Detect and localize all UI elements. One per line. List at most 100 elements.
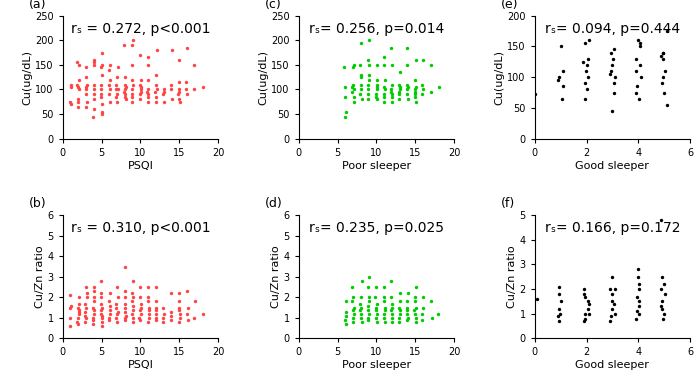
Point bbox=[112, 308, 123, 315]
Point bbox=[363, 37, 374, 43]
Point bbox=[87, 315, 98, 321]
Point bbox=[81, 74, 92, 80]
Point bbox=[96, 323, 107, 329]
Point bbox=[158, 319, 169, 325]
Point bbox=[378, 91, 390, 98]
Point bbox=[119, 81, 130, 88]
Point bbox=[80, 300, 91, 307]
Point bbox=[355, 315, 366, 321]
Point bbox=[341, 298, 352, 305]
Point bbox=[555, 43, 566, 49]
Point bbox=[393, 89, 404, 95]
Text: rₛ= 0.235, p=0.025: rₛ= 0.235, p=0.025 bbox=[309, 221, 444, 235]
Point bbox=[88, 317, 99, 323]
Point bbox=[656, 306, 667, 312]
Point bbox=[105, 77, 116, 83]
Point bbox=[120, 288, 131, 294]
Point bbox=[418, 57, 429, 63]
Point bbox=[582, 56, 593, 62]
Point bbox=[174, 290, 185, 296]
Point bbox=[411, 315, 422, 321]
Point bbox=[158, 91, 169, 98]
Point bbox=[72, 81, 83, 88]
Point bbox=[339, 114, 351, 120]
Point bbox=[341, 308, 352, 315]
Point bbox=[402, 315, 413, 321]
Point bbox=[143, 311, 154, 317]
Point bbox=[103, 315, 114, 321]
Point bbox=[372, 77, 383, 83]
Point bbox=[95, 94, 107, 100]
Point bbox=[385, 89, 397, 95]
Point bbox=[89, 311, 100, 317]
Point bbox=[385, 278, 397, 284]
Point bbox=[182, 305, 193, 311]
Point bbox=[579, 40, 590, 46]
Point bbox=[151, 298, 162, 305]
Point bbox=[73, 62, 84, 68]
Point bbox=[355, 62, 366, 68]
Point bbox=[658, 74, 669, 80]
Point bbox=[81, 99, 92, 105]
Point bbox=[143, 298, 154, 305]
Point bbox=[111, 284, 122, 290]
X-axis label: PSQI: PSQI bbox=[128, 360, 153, 370]
Point bbox=[634, 40, 645, 46]
Point bbox=[610, 286, 621, 292]
Point bbox=[660, 291, 671, 297]
Point bbox=[411, 84, 422, 90]
Point bbox=[634, 286, 645, 292]
Point bbox=[339, 317, 351, 323]
Point bbox=[363, 77, 374, 83]
Point bbox=[355, 305, 366, 311]
Text: (c): (c) bbox=[265, 0, 282, 11]
Point bbox=[174, 96, 185, 102]
Point bbox=[149, 89, 160, 95]
Point bbox=[103, 91, 114, 98]
Point bbox=[88, 114, 99, 120]
Point bbox=[95, 311, 107, 317]
Point bbox=[119, 74, 130, 80]
Point bbox=[386, 319, 397, 325]
X-axis label: PSQI: PSQI bbox=[128, 161, 153, 171]
Point bbox=[606, 274, 618, 280]
Point bbox=[89, 59, 100, 65]
X-axis label: Good sleeper: Good sleeper bbox=[576, 161, 650, 171]
Point bbox=[607, 291, 618, 297]
Point bbox=[409, 77, 420, 83]
Point bbox=[120, 313, 131, 319]
Point bbox=[348, 311, 359, 317]
Point bbox=[658, 315, 669, 322]
Point bbox=[378, 311, 390, 317]
Point bbox=[126, 77, 137, 83]
Point bbox=[372, 62, 383, 68]
Point bbox=[158, 89, 169, 95]
Point bbox=[141, 89, 153, 95]
Point bbox=[73, 300, 84, 307]
Point bbox=[165, 313, 176, 319]
Point bbox=[127, 290, 138, 296]
Point bbox=[88, 91, 99, 98]
Point bbox=[88, 321, 99, 327]
X-axis label: Good sleeper: Good sleeper bbox=[576, 360, 650, 370]
Point bbox=[340, 84, 351, 90]
Point bbox=[144, 305, 155, 311]
Point bbox=[128, 319, 139, 325]
Point bbox=[174, 311, 185, 317]
Point bbox=[362, 86, 374, 93]
Point bbox=[181, 311, 192, 317]
Point bbox=[385, 86, 397, 93]
Point bbox=[127, 42, 138, 48]
Point bbox=[73, 77, 84, 83]
X-axis label: Poor sleeper: Poor sleeper bbox=[342, 161, 411, 171]
Point bbox=[634, 43, 645, 49]
Point bbox=[394, 319, 405, 325]
Point bbox=[394, 305, 405, 311]
Point bbox=[143, 54, 154, 61]
Point bbox=[348, 62, 360, 68]
Point bbox=[80, 305, 91, 311]
Point bbox=[606, 62, 618, 68]
Point bbox=[189, 315, 200, 321]
Point bbox=[65, 305, 76, 311]
Point bbox=[95, 91, 107, 98]
